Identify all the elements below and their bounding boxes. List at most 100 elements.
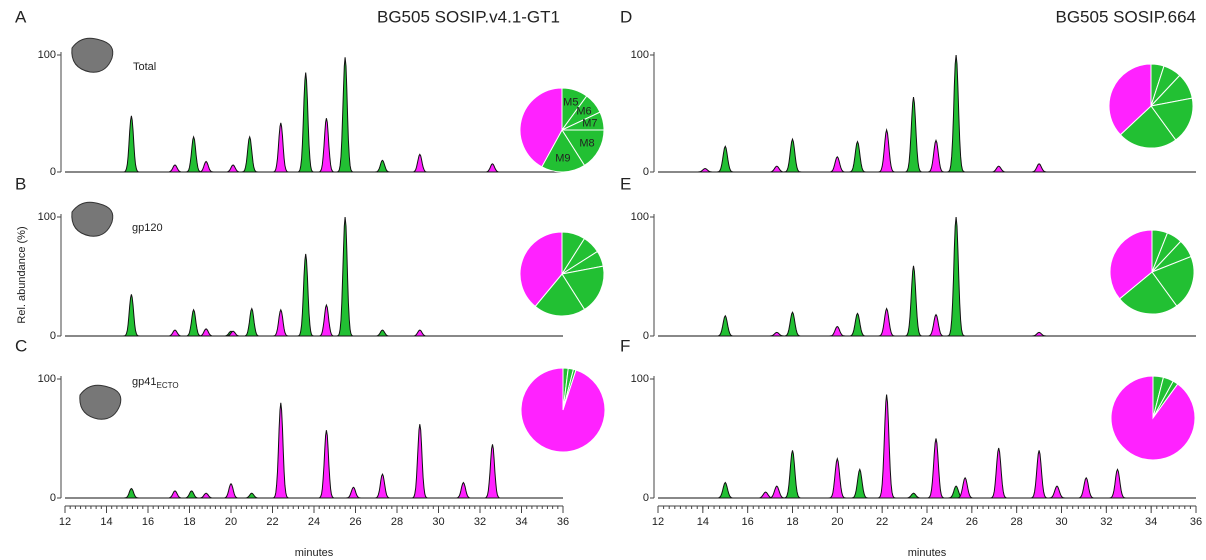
pie-slice <box>1109 229 1153 300</box>
protein-image <box>71 201 114 237</box>
y-tick-label: 100 <box>631 49 649 61</box>
y-tick-label: 0 <box>50 166 56 178</box>
y-tick-label: 0 <box>643 166 649 178</box>
peak <box>239 135 260 173</box>
peak <box>270 308 291 337</box>
x-tick-label: 20 <box>831 516 843 528</box>
peak <box>409 153 430 173</box>
x-tick-label: 26 <box>966 516 978 528</box>
protein-image <box>79 384 122 420</box>
panel-label: Total <box>133 61 156 73</box>
peak <box>372 159 393 173</box>
x-tick-label: 32 <box>1100 516 1112 528</box>
x-tick-label: 16 <box>142 516 154 528</box>
y-tick-label: 100 <box>38 373 56 385</box>
panel-letter: F <box>620 336 630 355</box>
x-tick-label: 24 <box>308 516 320 528</box>
peak <box>846 140 869 173</box>
x-axis-label: minutes <box>908 547 947 559</box>
x-tick-label: 18 <box>183 516 195 528</box>
y-tick-label: 0 <box>643 330 649 342</box>
peak <box>295 253 316 337</box>
label-subscript: ECTO <box>156 381 178 390</box>
peak <box>849 468 871 499</box>
peak <box>335 57 356 173</box>
x-tick-label: 36 <box>557 516 569 528</box>
x-axis-label: minutes <box>295 547 334 559</box>
peak <box>954 476 976 499</box>
peak <box>988 447 1010 499</box>
peak <box>196 160 217 173</box>
peak <box>826 155 849 173</box>
peak <box>766 485 788 499</box>
peak <box>165 329 185 337</box>
peak <box>121 115 142 173</box>
x-tick-label: 20 <box>225 516 237 528</box>
peak <box>1075 476 1097 499</box>
x-tick-label: 12 <box>652 516 664 528</box>
peak <box>223 164 243 173</box>
panel-title: BG505 SOSIP.664 <box>1055 7 1196 26</box>
peak <box>945 54 967 173</box>
peak <box>241 307 262 337</box>
x-tick-label: 18 <box>786 516 798 528</box>
y-tick-label: 100 <box>631 373 649 385</box>
x-tick-label: 12 <box>59 516 71 528</box>
peak <box>826 325 849 337</box>
peak <box>196 328 217 337</box>
x-tick-label: 34 <box>515 516 527 528</box>
peak <box>714 145 736 173</box>
x-tick-label: 36 <box>1190 516 1202 528</box>
x-tick-label: 14 <box>697 516 709 528</box>
x-tick-label: 14 <box>100 516 112 528</box>
panel-letter: B <box>15 174 26 193</box>
y-tick-label: 0 <box>50 330 56 342</box>
peak <box>826 456 849 499</box>
peak <box>714 481 736 499</box>
label-text: Total <box>133 61 156 73</box>
panel-letter: D <box>620 7 632 26</box>
peak <box>925 438 947 499</box>
pie-slice <box>534 273 586 317</box>
peak <box>121 487 142 499</box>
peak <box>165 490 185 499</box>
peak <box>165 164 185 173</box>
y-tick-label: 0 <box>643 492 649 504</box>
x-tick-label: 22 <box>876 516 888 528</box>
peak <box>1106 468 1129 499</box>
peak <box>221 482 241 499</box>
peak <box>482 444 503 499</box>
panel-label: gp120 <box>132 222 163 234</box>
x-tick-label: 30 <box>432 516 444 528</box>
pie-slice <box>1119 105 1177 149</box>
x-tick-label: 32 <box>474 516 486 528</box>
peak <box>335 216 356 337</box>
peak <box>196 492 217 499</box>
pie-slice <box>519 87 563 168</box>
peak <box>482 163 503 173</box>
peak <box>316 303 337 337</box>
pie-slice <box>519 231 563 308</box>
peak <box>409 424 430 499</box>
peak <box>1028 163 1050 173</box>
peak <box>453 481 474 499</box>
peak <box>714 314 736 337</box>
peak <box>846 312 869 337</box>
peak <box>372 473 393 499</box>
peak <box>183 308 204 337</box>
pie-label: M5 <box>563 97 578 109</box>
peak <box>781 450 804 499</box>
peak <box>241 492 262 499</box>
pie-slice <box>1151 255 1195 307</box>
peak <box>372 329 393 337</box>
x-tick-label: 16 <box>742 516 754 528</box>
panel-label: gp41ECTO <box>132 376 179 390</box>
peak <box>409 329 430 337</box>
peak <box>902 265 925 337</box>
x-tick-label: 24 <box>921 516 933 528</box>
peak <box>316 430 337 499</box>
pie-slice <box>1118 271 1178 315</box>
protein-image <box>71 37 114 73</box>
